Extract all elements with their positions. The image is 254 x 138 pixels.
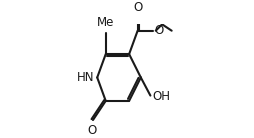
Text: O: O: [154, 24, 163, 37]
Text: OH: OH: [152, 90, 170, 103]
Text: Me: Me: [97, 16, 114, 29]
Text: O: O: [87, 124, 97, 137]
Text: O: O: [133, 1, 142, 14]
Text: HN: HN: [77, 71, 94, 84]
